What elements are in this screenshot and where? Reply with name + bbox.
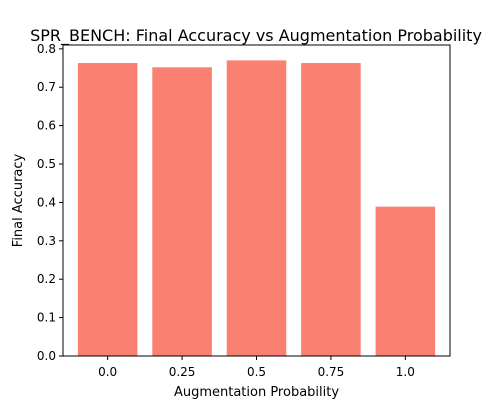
x-tick-label: 0.5 xyxy=(247,365,266,379)
bar-0.5 xyxy=(226,60,287,357)
bar-0.75 xyxy=(301,63,361,357)
bar-1.0 xyxy=(375,206,436,356)
y-axis: 0.0 0.1 0.2 0.3 0.4 0.5 0.6 0.7 0.8 xyxy=(37,42,63,363)
y-tick-label: 0.2 xyxy=(37,272,56,286)
y-axis-label: Final Accuracy xyxy=(11,153,26,247)
x-tick-label: 0.75 xyxy=(318,365,345,379)
bar-0.0 xyxy=(77,63,138,357)
y-tick-label: 0.8 xyxy=(37,42,56,56)
y-tick-label: 0.6 xyxy=(37,119,56,133)
x-axis: 0.0 0.25 0.5 0.75 1.0 xyxy=(98,356,415,379)
plot-frame xyxy=(62,44,451,357)
y-tick-label: 0.0 xyxy=(37,349,56,363)
y-tick-label: 0.7 xyxy=(37,80,56,94)
y-tick-label: 0.5 xyxy=(37,157,56,171)
bars-group xyxy=(77,60,436,357)
bar-0.25 xyxy=(152,67,212,357)
x-axis-label: Augmentation Probability xyxy=(174,385,339,400)
y-tick-label: 0.3 xyxy=(37,234,56,248)
x-tick-label: 0.0 xyxy=(98,365,117,379)
y-tick-label: 0.1 xyxy=(37,311,56,325)
y-tick-label: 0.4 xyxy=(37,195,56,209)
x-tick-label: 0.25 xyxy=(169,365,196,379)
x-tick-label: 1.0 xyxy=(396,365,415,379)
chart-title: SPR_BENCH: Final Accuracy vs Augmentatio… xyxy=(30,26,482,46)
